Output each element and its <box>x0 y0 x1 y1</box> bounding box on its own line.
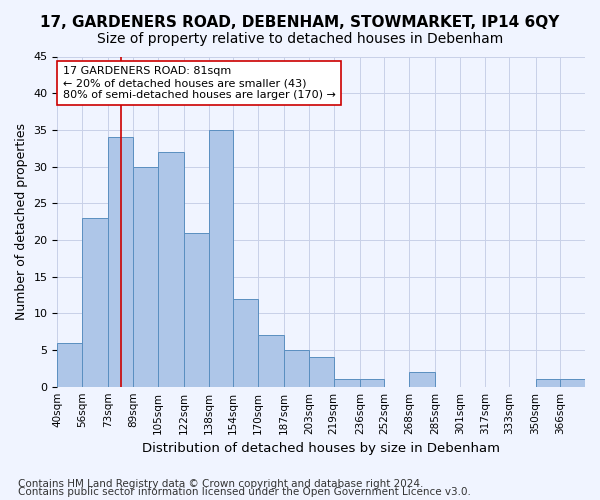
Bar <box>309 358 334 386</box>
Bar <box>82 218 109 386</box>
Bar <box>360 380 385 386</box>
Bar <box>184 232 209 386</box>
Bar <box>133 166 158 386</box>
X-axis label: Distribution of detached houses by size in Debenham: Distribution of detached houses by size … <box>142 442 500 455</box>
Text: Contains HM Land Registry data © Crown copyright and database right 2024.: Contains HM Land Registry data © Crown c… <box>18 479 424 489</box>
Text: 17 GARDENERS ROAD: 81sqm
← 20% of detached houses are smaller (43)
80% of semi-d: 17 GARDENERS ROAD: 81sqm ← 20% of detach… <box>62 66 335 100</box>
Bar <box>58 342 82 386</box>
Bar <box>233 298 258 386</box>
Bar <box>334 380 360 386</box>
Bar <box>284 350 309 387</box>
Text: Contains public sector information licensed under the Open Government Licence v3: Contains public sector information licen… <box>18 487 471 497</box>
Text: 17, GARDENERS ROAD, DEBENHAM, STOWMARKET, IP14 6QY: 17, GARDENERS ROAD, DEBENHAM, STOWMARKET… <box>40 15 560 30</box>
Bar <box>536 380 560 386</box>
Y-axis label: Number of detached properties: Number of detached properties <box>15 123 28 320</box>
Bar <box>209 130 233 386</box>
Bar <box>560 380 585 386</box>
Bar <box>158 152 184 386</box>
Bar <box>409 372 436 386</box>
Bar <box>109 137 133 386</box>
Text: Size of property relative to detached houses in Debenham: Size of property relative to detached ho… <box>97 32 503 46</box>
Bar <box>258 336 284 386</box>
